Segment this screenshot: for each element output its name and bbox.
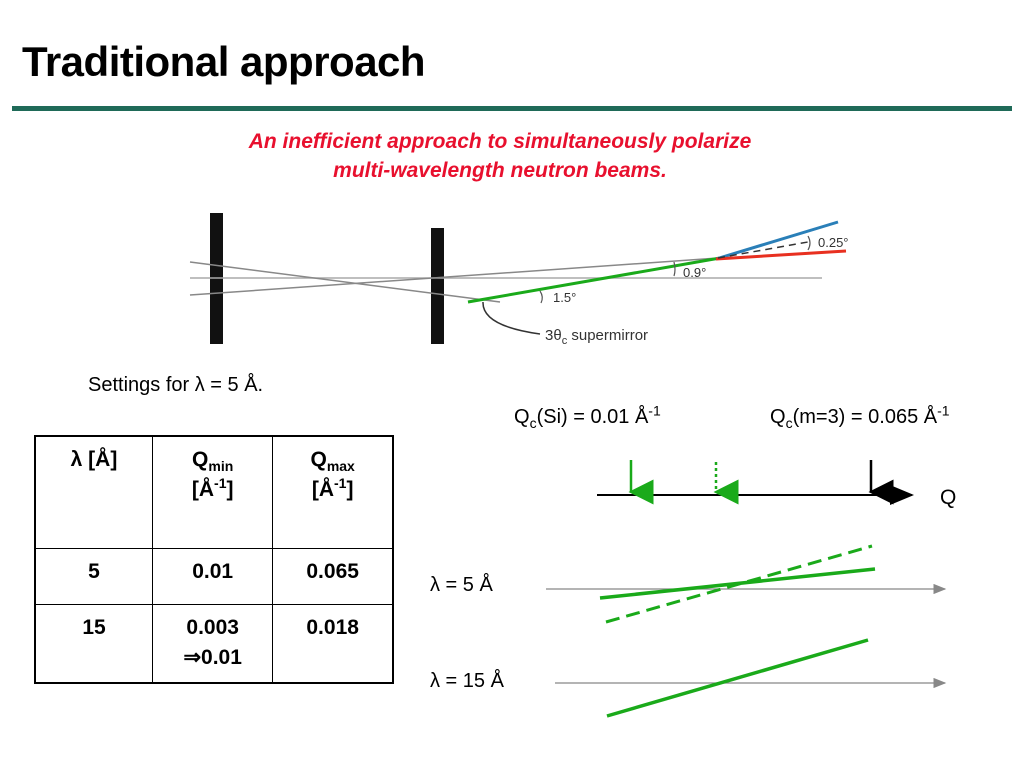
angle-arc-mid <box>673 261 676 277</box>
table-row: 15 0.003 ⇒0.01 0.018 <box>34 603 394 684</box>
angle-label-mid: 0.9° <box>683 265 706 280</box>
transmitted-beam-red <box>715 249 847 261</box>
lambda-5-label: λ = 5 Å <box>430 574 493 596</box>
supermirror-line <box>467 256 721 304</box>
qc-m3-label: Qc(m=3) = 0.065 Å-1 <box>770 402 950 431</box>
cell-qmin: 0.01 <box>152 547 274 605</box>
reference-dashed-line <box>717 241 809 259</box>
lambda-5-diagram <box>546 544 947 624</box>
subtitle-line-2: multi-wavelength neutron beams. <box>333 159 667 182</box>
angle-label-small: 0.25° <box>818 235 849 250</box>
supermirror-label: 3θc supermirror <box>545 327 648 347</box>
beamline-schematic: 0.25° 0.9° 1.5° 3θc supermirror <box>189 213 849 347</box>
slide-title: Traditional approach <box>22 38 426 85</box>
settings-table: λ [Å] Qmin [Å-1] Qmax [Å-1] 5 0.01 0.065… <box>34 435 394 684</box>
header-qmax: Qmax [Å-1] <box>272 435 394 549</box>
header-lambda: λ [Å] <box>34 435 154 549</box>
divergent-ray-up <box>189 257 719 296</box>
table-header-row: λ [Å] Qmin [Å-1] Qmax [Å-1] <box>34 435 394 549</box>
qc-si-label: Qc(Si) = 0.01 Å-1 <box>514 402 661 431</box>
lambda-symbol: λ <box>194 374 205 396</box>
qmin-adjusted: ⇒0.01 <box>183 645 242 669</box>
angle-arc-small <box>807 235 811 251</box>
header-qmin: Qmin [Å-1] <box>152 435 274 549</box>
title-rule <box>12 106 1012 111</box>
divergent-ray-down <box>189 261 501 303</box>
supermirror-pointer-arc <box>482 301 541 335</box>
slit-2 <box>431 228 444 344</box>
angle-arc-large <box>539 290 543 304</box>
lambda-15-label: λ = 15 Å <box>430 670 504 692</box>
q-axis-diagram <box>597 460 914 505</box>
lambda-5-mirror-dashed <box>605 544 873 624</box>
cell-qmax: 0.065 <box>272 547 394 605</box>
lambda-15-mirror <box>606 638 869 718</box>
lambda-15-diagram <box>555 638 947 718</box>
table-row: 5 0.01 0.065 <box>34 547 394 605</box>
reflected-beam-blue <box>715 220 839 261</box>
subtitle-line-1: An inefficient approach to simultaneousl… <box>248 130 752 153</box>
q-axis-label: Q <box>940 486 957 509</box>
angle-label-large: 1.5° <box>553 290 576 305</box>
cell-qmin: 0.003 ⇒0.01 <box>152 603 274 684</box>
cell-lambda: 15 <box>34 603 154 684</box>
settings-caption: Settings for λ = 5 Å. <box>88 374 264 396</box>
cell-qmax: 0.018 <box>272 603 394 684</box>
cell-lambda: 5 <box>34 547 154 605</box>
